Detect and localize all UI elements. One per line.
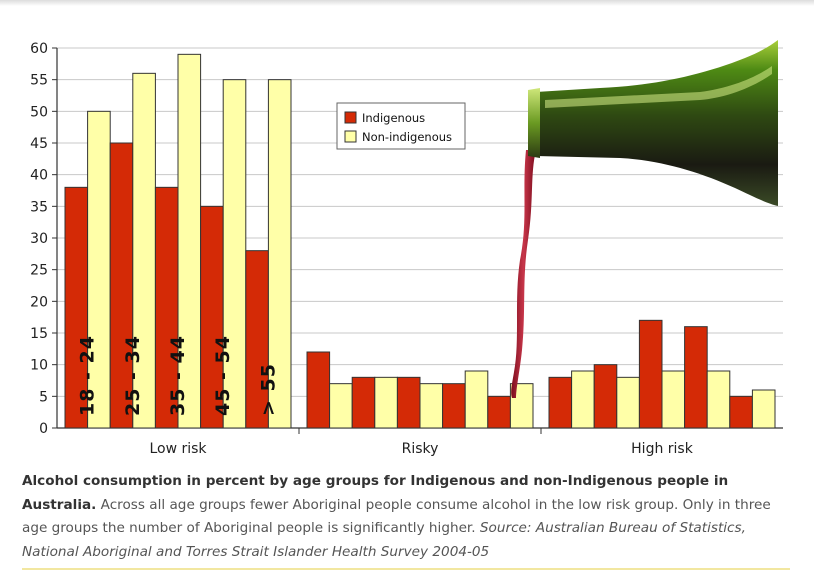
caption-underline — [22, 568, 790, 570]
y-tick-label: 0 — [39, 421, 48, 437]
bar-indigenous — [306, 351, 331, 429]
bar-non-indigenous — [571, 370, 595, 429]
category-label: Risky — [402, 441, 439, 457]
y-axis-ticks: 0 5 10 15 20 25 30 35 40 45 50 55 60 — [30, 41, 48, 437]
y-tick-label: 35 — [30, 199, 48, 215]
bars — [64, 53, 776, 429]
bar-non-indigenous — [464, 370, 489, 429]
age-group-label: 45 - 54 — [212, 335, 234, 416]
bottle-highlight — [545, 66, 772, 108]
y-tick-label: 45 — [30, 136, 48, 152]
legend-label: Indigenous — [362, 111, 425, 125]
y-tick-label: 5 — [39, 389, 48, 405]
category-label: High risk — [631, 441, 694, 457]
caption-title: Alcohol consumption in percent by age gr… — [22, 473, 729, 513]
wine-bottle-image — [511, 40, 778, 398]
caption-body: Across all age groups fewer Aboriginal p… — [22, 496, 771, 537]
bar-indigenous — [487, 395, 511, 429]
y-tick-label: 60 — [30, 41, 48, 57]
bar-indigenous — [593, 364, 618, 429]
figure-caption: Alcohol consumption in percent by age gr… — [22, 470, 792, 564]
bottle-body — [536, 40, 778, 206]
y-tick-label: 25 — [30, 263, 48, 279]
bar-indigenous — [729, 395, 753, 429]
y-tick-label: 10 — [30, 358, 48, 374]
category-label: Low risk — [149, 441, 207, 457]
bottle-neck — [528, 88, 540, 158]
bar-indigenous — [684, 326, 708, 429]
age-group-labels: 18 - 24 25 - 34 35 - 44 45 - 54 > 55 — [77, 335, 280, 416]
y-tick-label: 55 — [30, 73, 48, 89]
caption-source: Source: Australian Bureau of Statistics,… — [22, 520, 746, 560]
bar-non-indigenous — [706, 370, 731, 429]
bar-indigenous — [442, 383, 466, 429]
age-group-label: 18 - 24 — [77, 335, 99, 416]
legend: Indigenous Non-indigenous — [336, 102, 466, 150]
bar-indigenous — [396, 376, 421, 429]
wine-stream — [511, 150, 536, 398]
age-group-label: 35 - 44 — [167, 335, 189, 416]
y-tick-label: 20 — [30, 294, 48, 310]
age-group-label: 25 - 34 — [122, 335, 144, 416]
bar-indigenous — [548, 376, 573, 429]
bar-non-indigenous — [751, 389, 776, 429]
legend-swatch — [344, 111, 357, 124]
bar-non-indigenous — [419, 383, 444, 429]
bar-indigenous — [638, 319, 663, 429]
alcohol-consumption-chart: 0 5 10 15 20 25 30 35 40 45 50 55 60 18 - 24 25 - 34 3… — [30, 40, 783, 457]
legend-box — [336, 102, 466, 150]
bar-non-indigenous — [267, 79, 292, 429]
bar-non-indigenous — [661, 370, 686, 429]
bar-non-indigenous — [374, 376, 398, 429]
bar-non-indigenous — [616, 376, 640, 429]
y-tick-label: 50 — [30, 104, 48, 120]
y-tick-label: 15 — [30, 326, 48, 342]
bar-indigenous — [351, 376, 376, 429]
y-tick-label: 40 — [30, 168, 48, 184]
legend-label: Non-indigenous — [362, 130, 452, 144]
bar-non-indigenous — [329, 383, 353, 429]
age-group-label: > 55 — [257, 363, 279, 416]
y-tick-label: 30 — [30, 231, 48, 247]
top-edge-fade — [0, 0, 814, 6]
category-labels: Low risk Risky High risk — [149, 441, 693, 457]
legend-swatch — [344, 130, 357, 143]
